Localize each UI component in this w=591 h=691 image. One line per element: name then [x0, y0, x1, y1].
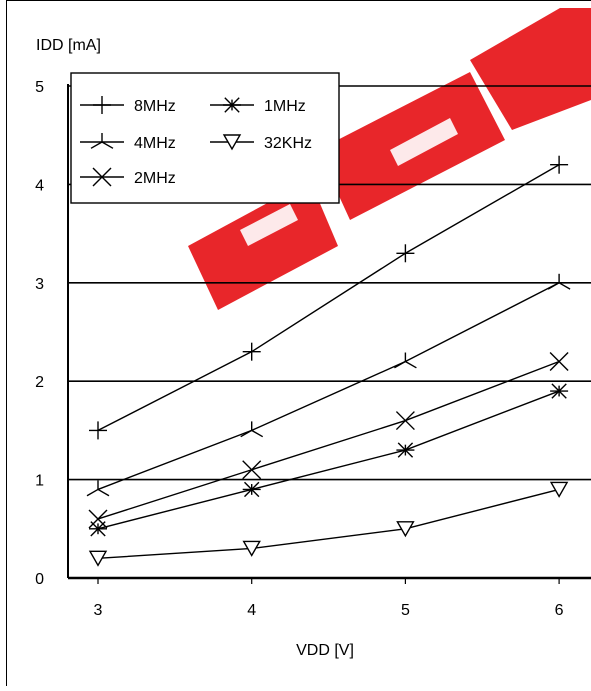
data-series [86, 155, 571, 567]
y-axis-label: IDD [mA] [36, 37, 101, 54]
legend-marker-32khz [222, 134, 242, 151]
data-point-2mhz-4 [242, 460, 262, 480]
legend-marker-2mhz [92, 167, 112, 187]
data-point-2mhz-3 [88, 509, 108, 529]
data-point-32khz-5 [396, 521, 415, 538]
data-point-2mhz-6 [549, 352, 569, 372]
data-point-32khz-6 [549, 481, 569, 498]
series-line-2mhz [97, 360, 560, 520]
series-line-4mhz [97, 282, 560, 491]
watermark-shape [470, 8, 591, 130]
legend-box [70, 72, 340, 204]
data-point-1mhz-6 [550, 383, 569, 399]
x-tick-label-3: 3 [94, 602, 103, 619]
data-point-1mhz-3 [89, 521, 107, 537]
series-line-32khz [97, 488, 560, 560]
data-point-8mhz-3 [89, 421, 107, 440]
legend-marker-8mhz [93, 96, 111, 114]
data-point-8mhz-4 [242, 342, 261, 361]
series-line-1mhz [97, 390, 560, 530]
tick-labels: 0 1 2 3 4 5 3 4 5 6 [35, 79, 564, 619]
watermark-shape [188, 180, 338, 310]
data-point-32khz-4 [242, 540, 261, 557]
legend-marker-1mhz [223, 97, 241, 113]
data-point-4mhz-3 [86, 480, 110, 497]
data-point-4mhz-6 [547, 273, 571, 290]
legend-label-2mhz: 2MHz [134, 170, 176, 187]
axes [67, 84, 591, 584]
watermark-cutout [390, 118, 458, 166]
watermark-cutout [240, 204, 298, 246]
legend-label-1mhz: 1MHz [264, 98, 306, 115]
x-tick-label-5: 5 [401, 602, 410, 619]
series-line-8mhz [97, 164, 560, 432]
watermark-logo [188, 8, 591, 310]
legend-label-8mhz: 8MHz [134, 98, 176, 115]
y-tick-label-5: 5 [35, 79, 44, 96]
y-tick-label-0: 0 [35, 571, 44, 588]
legend-label-32khz: 32KHz [264, 135, 312, 152]
y-tick-label-4: 4 [35, 177, 44, 194]
x-tick-label-4: 4 [247, 602, 256, 619]
data-point-4mhz-4 [240, 421, 264, 438]
data-point-8mhz-5 [396, 244, 415, 263]
y-tick-label-3: 3 [35, 276, 44, 293]
data-point-2mhz-5 [395, 411, 415, 431]
legend-marker-4mhz [90, 133, 114, 149]
legend-label-4mhz: 4MHz [134, 135, 176, 152]
y-tick-label-1: 1 [35, 473, 44, 490]
data-point-4mhz-5 [394, 352, 417, 369]
data-point-32khz-3 [88, 550, 108, 567]
data-point-8mhz-6 [550, 155, 569, 174]
data-point-1mhz-5 [396, 442, 415, 458]
y-tick-label-2: 2 [35, 374, 44, 391]
data-point-1mhz-4 [242, 481, 261, 498]
legend: 8MHz 4MHz 2MHz 1MHz 32KHz [70, 72, 340, 204]
x-tick-label-6: 6 [555, 602, 564, 619]
x-axis-label: VDD [V] [296, 642, 354, 659]
